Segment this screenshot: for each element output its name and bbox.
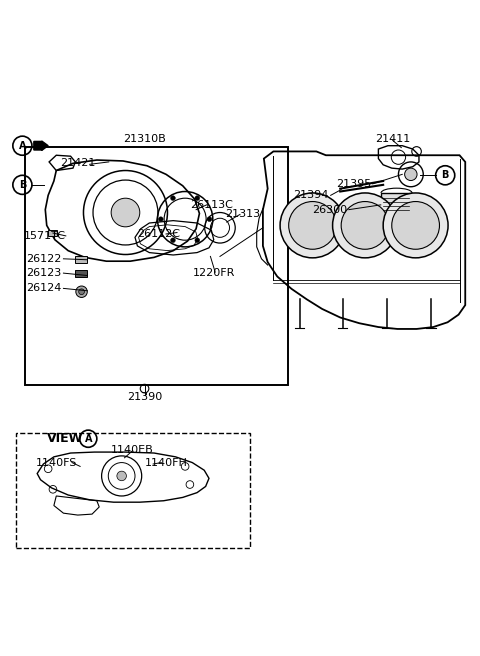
Text: A: A	[84, 434, 92, 443]
Text: 1140FS: 1140FS	[36, 458, 77, 468]
Text: 21310B: 21310B	[123, 134, 166, 144]
Bar	[75, 270, 87, 277]
Bar	[75, 256, 87, 263]
Circle shape	[383, 193, 448, 258]
Text: 26113C: 26113C	[190, 200, 233, 210]
Text: 21313: 21313	[225, 209, 260, 219]
Circle shape	[341, 201, 389, 249]
Text: 26300: 26300	[312, 205, 348, 215]
Circle shape	[392, 201, 440, 249]
Circle shape	[207, 216, 212, 222]
Text: B: B	[442, 171, 449, 180]
Circle shape	[280, 193, 345, 258]
Text: 26123: 26123	[26, 268, 61, 278]
Circle shape	[288, 201, 336, 249]
Bar	[25, 147, 288, 385]
Text: 26112C: 26112C	[137, 229, 180, 239]
Text: 26124: 26124	[25, 283, 61, 293]
Text: 1140EB: 1140EB	[111, 445, 154, 455]
Circle shape	[195, 195, 200, 201]
Text: 21394: 21394	[293, 190, 328, 200]
Circle shape	[333, 193, 397, 258]
Circle shape	[111, 198, 140, 227]
Circle shape	[170, 195, 175, 201]
Text: 1140FH: 1140FH	[144, 458, 188, 468]
Circle shape	[117, 471, 126, 481]
Text: 21390: 21390	[127, 392, 162, 402]
Circle shape	[405, 168, 417, 180]
Circle shape	[79, 289, 84, 295]
Circle shape	[76, 286, 87, 297]
Text: A: A	[19, 140, 26, 151]
Text: 1571TC: 1571TC	[24, 231, 65, 241]
Text: 21395: 21395	[336, 179, 371, 189]
Circle shape	[170, 238, 175, 243]
Text: VIEW: VIEW	[47, 432, 83, 445]
Text: 21421: 21421	[60, 158, 96, 169]
Text: 21411: 21411	[375, 134, 410, 144]
Bar	[381, 193, 412, 216]
Circle shape	[195, 238, 200, 243]
Circle shape	[158, 216, 163, 222]
Text: 26122: 26122	[25, 254, 61, 264]
Text: B: B	[19, 180, 26, 190]
Bar	[48, 230, 57, 236]
Bar	[16, 433, 250, 548]
FancyArrow shape	[34, 141, 48, 150]
Text: 1220FR: 1220FR	[192, 268, 235, 278]
